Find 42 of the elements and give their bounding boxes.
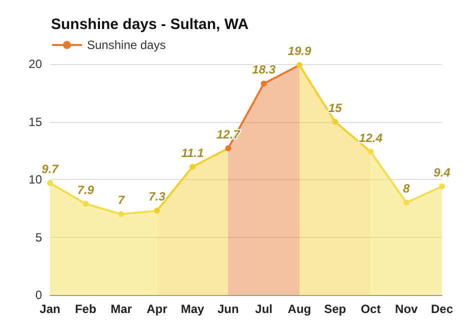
data-label: 12.4	[359, 130, 383, 145]
x-tick-label: Sep	[324, 302, 346, 316]
point	[190, 164, 196, 170]
y-tick-label: 15	[28, 114, 42, 129]
data-label: 15	[328, 100, 342, 115]
data-label: 19.9	[288, 44, 312, 58]
point	[368, 148, 374, 155]
point	[118, 211, 124, 218]
x-tick-label: Nov	[395, 302, 418, 316]
data-label: 18.3	[252, 62, 276, 77]
point	[439, 183, 445, 190]
point	[332, 118, 338, 125]
x-tick-label: May	[180, 302, 205, 316]
y-tick-label: 20	[28, 57, 42, 71]
x-tick-label: Jan	[40, 302, 60, 316]
x-tick-label: Dec	[430, 302, 454, 316]
point	[82, 200, 89, 207]
point	[47, 180, 53, 186]
chart-title: Sunshine days - Sultan, WA	[51, 16, 249, 33]
x-tick-label: Mar	[110, 302, 132, 316]
point	[403, 200, 410, 206]
data-label: 11.1	[181, 146, 204, 160]
x-tick-label: Aug	[288, 302, 312, 316]
legend-label: Sunshine days	[87, 38, 166, 52]
point	[154, 208, 160, 214]
x-tick-label: Jul	[255, 302, 272, 316]
data-label: 7	[118, 193, 126, 208]
data-label: 9.7	[42, 162, 60, 176]
x-tick-label: Oct	[360, 302, 381, 316]
data-label: 8	[403, 182, 410, 196]
point	[225, 145, 232, 152]
x-tick-label: Apr	[146, 302, 168, 316]
point	[296, 62, 302, 68]
data-label: 7.9	[77, 182, 94, 197]
y-tick-label: 10	[28, 172, 42, 186]
y-tick-label: 0	[35, 288, 42, 302]
y-tick-label: 5	[35, 230, 42, 244]
x-tick-label: Jun	[218, 302, 239, 316]
point	[260, 80, 267, 87]
data-label: 9.4	[434, 165, 451, 180]
x-tick-label: Feb	[74, 302, 96, 316]
data-label: 7.3	[148, 190, 166, 204]
